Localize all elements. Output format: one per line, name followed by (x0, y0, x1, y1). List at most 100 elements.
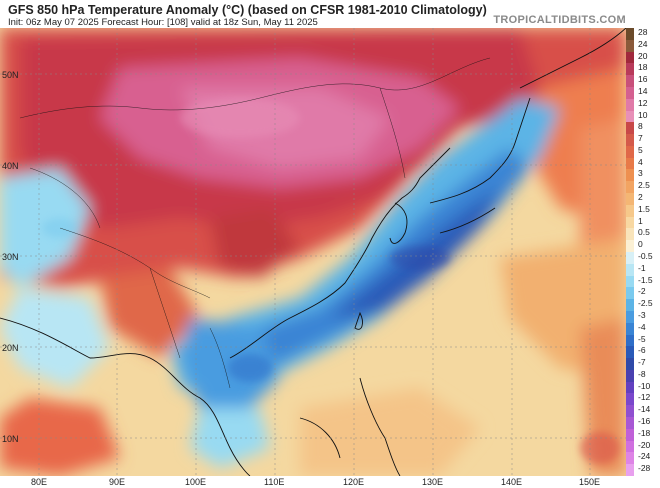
lon-label-150e: 150E (579, 477, 601, 487)
legend-value: 14 (638, 85, 648, 96)
legend-value: -20 (638, 439, 651, 450)
legend-value: 0.5 (638, 227, 650, 238)
legend-swatch (626, 75, 634, 88)
legend-value: 8 (638, 121, 643, 132)
legend-swatch (626, 39, 634, 53)
legend-swatch (626, 369, 634, 383)
lat-label-50n: 50N (2, 70, 19, 80)
legend-value: -16 (638, 416, 651, 427)
legend-value: 20 (638, 50, 648, 61)
legend-value: -10 (638, 380, 651, 391)
legend-value: -2.5 (638, 298, 653, 309)
legend-value: 24 (638, 38, 648, 49)
legend-swatch (626, 452, 634, 465)
legend-swatch (626, 63, 634, 76)
legend-value: 1 (638, 215, 643, 226)
legend-value: -18 (638, 427, 651, 438)
lat-label-20n: 20N (2, 343, 19, 353)
map-title: GFS 850 hPa Temperature Anomaly (°C) (ba… (8, 3, 487, 17)
lon-label-100e: 100E (185, 477, 207, 487)
legend-swatch (626, 464, 634, 477)
legend-swatch (626, 405, 634, 418)
legend-swatch (626, 216, 634, 229)
legend-swatch (626, 287, 634, 300)
legend-swatch (626, 334, 634, 347)
legend-swatch (626, 28, 634, 41)
legend-swatch (626, 263, 634, 277)
legend-value: -4 (638, 321, 646, 332)
header: GFS 850 hPa Temperature Anomaly (°C) (ba… (0, 0, 660, 28)
legend-swatch (626, 299, 634, 312)
legend-value: 12 (638, 97, 648, 108)
legend-swatch (626, 145, 634, 159)
legend-value: -3 (638, 309, 646, 320)
legend-value: 3 (638, 168, 643, 179)
lat-label-30n: 30N (2, 252, 19, 262)
legend-value: -14 (638, 404, 651, 415)
legend-swatch (626, 358, 634, 371)
lon-label-130e: 130E (422, 477, 444, 487)
coastlines (0, 28, 626, 476)
legend-swatch (626, 204, 634, 218)
legend-swatch (626, 181, 634, 194)
legend-value: 28 (638, 27, 648, 37)
legend-value: -6 (638, 345, 646, 356)
legend-swatch (626, 393, 634, 406)
anomaly-map: 50N 40N 30N 20N 10N (0, 28, 626, 476)
legend-value: -8 (638, 368, 646, 379)
legend-swatch (626, 134, 634, 147)
legend-value: -7 (638, 357, 646, 368)
lon-label-110e: 110E (264, 477, 285, 487)
legend-swatch (626, 440, 634, 453)
map-graphic (0, 28, 626, 476)
legend-swatch (626, 169, 634, 182)
legend-swatch (626, 310, 634, 324)
legend-value: -5 (638, 333, 646, 344)
legend-value: -1 (638, 262, 646, 273)
lon-label-120e: 120E (343, 477, 365, 487)
legend-swatch (626, 122, 634, 135)
legend-swatch (626, 193, 634, 206)
legend-swatch (626, 228, 634, 241)
lon-label-90e: 90E (109, 477, 126, 487)
legend-value: -28 (638, 463, 651, 474)
forecast-info: Init: 06z May 07 2025 Forecast Hour: [10… (8, 17, 318, 28)
legend-value: 0 (638, 239, 643, 250)
legend-swatch (626, 275, 634, 288)
site-brand[interactable]: TROPICALTIDBITS.COM (493, 14, 626, 26)
legend-value: 4 (638, 156, 643, 167)
legend-swatch (626, 86, 634, 100)
legend-value: 1.5 (638, 203, 650, 214)
lat-label-40n: 40N (2, 161, 19, 171)
legend-value: 18 (638, 62, 648, 73)
legend-value: 2.5 (638, 180, 650, 191)
legend-swatch (626, 51, 634, 64)
legend-swatch (626, 346, 634, 359)
lon-label-80e: 80E (31, 477, 48, 487)
legend-swatch (626, 157, 634, 170)
legend-swatch (626, 110, 634, 123)
legend-swatch (626, 252, 634, 265)
legend-swatch (626, 417, 634, 430)
legend-swatch (626, 428, 634, 442)
graticule (0, 28, 626, 476)
legend-value: -0.5 (638, 251, 653, 261)
longitude-axis: 80E 90E 100E 110E 120E 130E 140E 150E (0, 476, 626, 488)
legend-value: 7 (638, 133, 643, 144)
legend-swatch (626, 240, 634, 253)
legend-value: -24 (638, 451, 651, 462)
lat-label-10n: 10N (2, 434, 19, 444)
color-scale-legend: 28 24 20 18 16 14 12 10 8 7 5 4 3 2.5 2 1.5 1 0.5 0 -0.5 -1-… (626, 27, 660, 477)
legend-value: 16 (638, 74, 648, 85)
legend-value: 10 (638, 109, 648, 120)
legend-value: 5 (638, 144, 643, 155)
legend-value: -12 (638, 392, 651, 403)
legend-swatch (626, 98, 634, 112)
legend-value: -1.5 (638, 274, 653, 285)
legend-value: 2 (638, 192, 643, 203)
country-borders (19, 57, 491, 389)
legend-swatch (626, 322, 634, 336)
legend-value: -2 (638, 286, 646, 297)
lon-label-140e: 140E (501, 477, 523, 487)
legend-swatch (626, 381, 634, 394)
